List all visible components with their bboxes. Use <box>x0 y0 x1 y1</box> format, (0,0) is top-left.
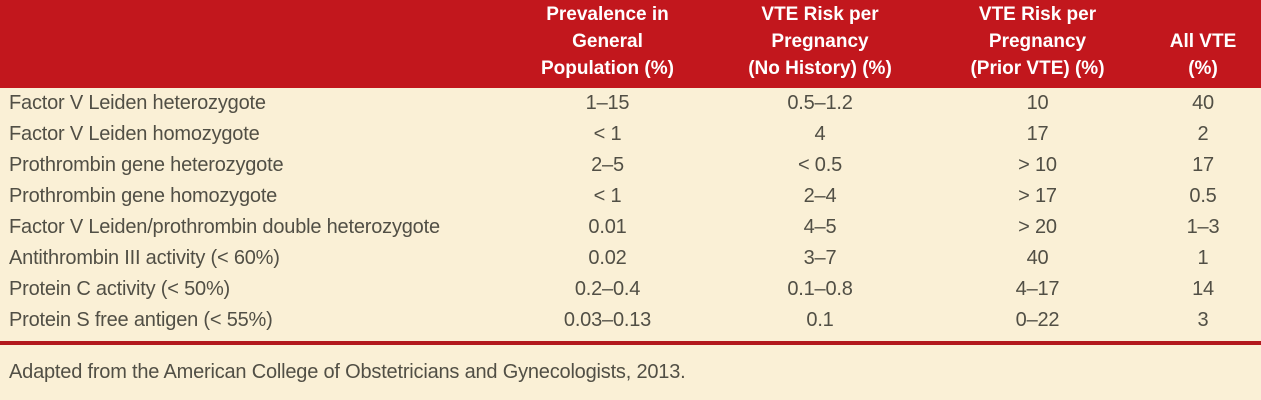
cell-vte-prior: > 10 <box>1018 154 1057 176</box>
source-note: Adapted from the American College of Obs… <box>9 361 686 383</box>
thrombophilia-vte-risk-table: Prevalence in General Population (%) VTE… <box>0 0 1261 336</box>
cell-all-vte: 40 <box>1192 92 1214 114</box>
cell-vte-no-history: 4 <box>814 123 826 145</box>
header-blank-cell <box>0 0 505 88</box>
cell-all-vte: 17 <box>1192 154 1214 176</box>
table-row: Prothrombin gene heterozygote 2–5 < 0.5 … <box>0 150 1261 181</box>
cell-prevalence: 0.02 <box>588 247 627 269</box>
cell-all-vte: 0.5 <box>1189 185 1217 207</box>
header-line: All VTE <box>1169 31 1237 52</box>
table-row: Protein C activity (< 50%) 0.2–0.4 0.1–0… <box>0 274 1261 305</box>
cell-vte-no-history: 0.5–1.2 <box>787 92 853 114</box>
cell-prevalence: 0.2–0.4 <box>574 278 641 300</box>
cell-vte-prior: 40 <box>1026 247 1049 269</box>
table-row: Prothrombin gene homozygote < 1 2–4 > 17… <box>0 181 1261 212</box>
cell-vte-prior: 0–22 <box>1015 309 1060 331</box>
row-label: Prothrombin gene homozygote <box>9 185 278 207</box>
header-vte-prior: VTE Risk per Pregnancy (Prior VTE) (%) <box>930 0 1145 88</box>
table-row: Factor V Leiden/prothrombin double heter… <box>0 212 1261 243</box>
cell-all-vte: 14 <box>1192 278 1214 300</box>
row-label: Antithrombin III activity (< 60%) <box>9 247 280 269</box>
row-label: Factor V Leiden homozygote <box>9 123 260 145</box>
cell-all-vte: 1 <box>1197 247 1209 269</box>
header-vte-no-history: VTE Risk per Pregnancy (No History) (%) <box>710 0 930 88</box>
cell-prevalence: < 1 <box>593 123 622 145</box>
row-label: Factor V Leiden/prothrombin double heter… <box>9 216 440 238</box>
cell-prevalence: < 1 <box>593 185 622 207</box>
cell-vte-no-history: < 0.5 <box>797 154 843 176</box>
header-line: (%) <box>1188 58 1218 79</box>
cell-prevalence: 0.03–0.13 <box>563 309 652 331</box>
cell-all-vte: 1–3 <box>1186 216 1220 238</box>
header-row: Prevalence in General Population (%) VTE… <box>0 0 1261 88</box>
cell-vte-prior: 17 <box>1026 123 1049 145</box>
row-label: Protein C activity (< 50%) <box>9 278 230 300</box>
cell-vte-prior: 10 <box>1026 92 1049 114</box>
table-body: Factor V Leiden heterozygote 1–15 0.5–1.… <box>0 88 1261 336</box>
header-line: VTE Risk per <box>978 4 1097 25</box>
header-line: (No History) (%) <box>748 58 892 79</box>
header-all-vte: All VTE (%) <box>1145 0 1261 88</box>
header-line: Pregnancy <box>771 31 869 52</box>
cell-vte-no-history: 2–4 <box>803 185 837 207</box>
cell-vte-no-history: 3–7 <box>803 247 837 269</box>
cell-prevalence: 1–15 <box>585 92 630 114</box>
cell-vte-no-history: 0.1 <box>806 309 834 331</box>
header-line: Prevalence in <box>546 4 669 25</box>
header-line: Pregnancy <box>988 31 1087 52</box>
header-line: (Prior VTE) (%) <box>970 58 1105 79</box>
cell-all-vte: 3 <box>1197 309 1209 331</box>
divider-rule <box>0 341 1261 345</box>
cell-vte-prior: > 17 <box>1018 185 1057 207</box>
header-prevalence: Prevalence in General Population (%) <box>505 0 710 88</box>
header-line: General <box>572 31 643 52</box>
row-label: Protein S free antigen (< 55%) <box>9 309 273 331</box>
table-row: Factor V Leiden homozygote < 1 4 17 2 <box>0 119 1261 150</box>
cell-vte-prior: 4–17 <box>1015 278 1060 300</box>
cell-prevalence: 0.01 <box>588 216 627 238</box>
table-row: Protein S free antigen (< 55%) 0.03–0.13… <box>0 305 1261 336</box>
cell-vte-no-history: 0.1–0.8 <box>787 278 853 300</box>
header-line: VTE Risk per <box>761 4 879 25</box>
row-label: Factor V Leiden heterozygote <box>9 92 266 114</box>
table-row: Factor V Leiden heterozygote 1–15 0.5–1.… <box>0 88 1261 119</box>
cell-all-vte: 2 <box>1197 123 1209 145</box>
table-header: Prevalence in General Population (%) VTE… <box>0 0 1261 88</box>
header-line: Population (%) <box>541 58 674 79</box>
cell-prevalence: 2–5 <box>591 154 624 176</box>
table-row: Antithrombin III activity (< 60%) 0.02 3… <box>0 243 1261 274</box>
row-label: Prothrombin gene heterozygote <box>9 154 284 176</box>
cell-vte-no-history: 4–5 <box>803 216 837 238</box>
cell-vte-prior: > 20 <box>1018 216 1057 238</box>
